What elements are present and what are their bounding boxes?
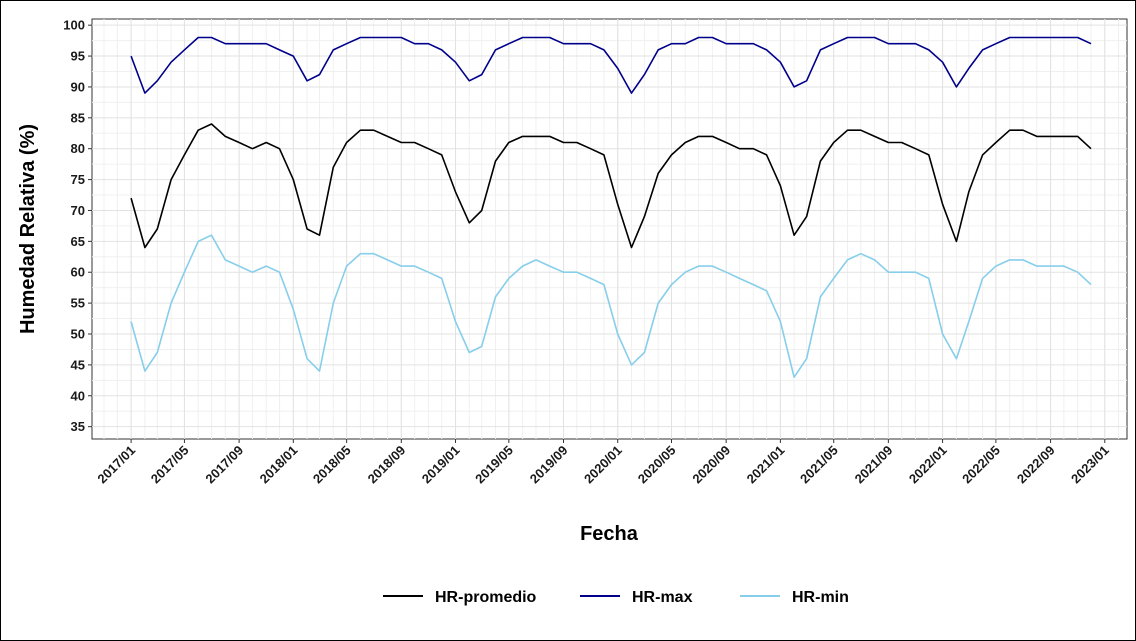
y-axis: 35 40 45 50 55 60 65 70 75 80 85 90 95 100: [63, 18, 92, 434]
x-tick-label: 2022/09: [1014, 443, 1058, 487]
x-tick-label: 2017/05: [148, 443, 192, 487]
y-tick-label: 70: [71, 203, 85, 218]
x-tick-label: 2022/01: [906, 443, 950, 487]
x-axis: 2017/01 2017/05 2017/09 2018/01 2018/05 2018/…: [94, 439, 1112, 486]
series-line-hr-max: [130, 36, 1092, 94]
x-tick-label: 2018/09: [365, 443, 409, 487]
legend-label-hr-promedio: HR-promedio: [435, 589, 537, 606]
series-line-hr-promedio: [130, 123, 1092, 249]
y-tick-label: 85: [71, 110, 85, 125]
x-tick-label: 2020/09: [689, 443, 733, 487]
y-tick-label: 95: [71, 49, 85, 64]
y-tick-label: 80: [71, 141, 85, 156]
y-tick-label: 75: [71, 172, 85, 187]
y-tick-label: 45: [71, 357, 85, 372]
grid-major: [92, 19, 1127, 439]
x-tick-label: 2023/01: [1068, 443, 1112, 487]
x-axis-title: Fecha: [580, 523, 639, 545]
x-tick-label: 2018/05: [310, 443, 354, 487]
x-tick-label: 2021/09: [852, 443, 896, 487]
x-tick-label: 2017/01: [94, 443, 138, 487]
x-tick-label: 2022/05: [959, 443, 1003, 487]
series-line-hr-min: [130, 234, 1092, 379]
y-axis-title: Humedad Relativa (%): [17, 124, 39, 334]
y-tick-label: 60: [71, 265, 85, 280]
x-tick-label: 2019/05: [472, 443, 516, 487]
y-tick-label: 40: [71, 388, 85, 403]
plot-panel: [91, 18, 1128, 440]
x-tick-label: 2017/09: [202, 443, 246, 487]
x-tick-label: 2021/05: [797, 443, 841, 487]
x-tick-label: 2021/01: [744, 443, 788, 487]
y-tick-label: 65: [71, 234, 85, 249]
legend: HR-promedio HR-max HR-min: [383, 589, 849, 606]
x-tick-label: 2019/09: [527, 443, 571, 487]
y-tick-label: 55: [71, 296, 85, 311]
x-tick-label: 2020/01: [581, 443, 625, 487]
y-tick-label: 50: [71, 327, 85, 342]
series-layer: [130, 36, 1092, 379]
x-tick-label: 2018/01: [257, 443, 301, 487]
x-tick-label: 2019/01: [419, 443, 463, 487]
legend-label-hr-max: HR-max: [632, 589, 693, 606]
y-tick-label: 90: [71, 79, 85, 94]
y-tick-label: 35: [71, 419, 85, 434]
legend-label-hr-min: HR-min: [792, 589, 849, 606]
y-tick-label: 100: [63, 18, 85, 33]
x-tick-label: 2020/05: [635, 443, 679, 487]
